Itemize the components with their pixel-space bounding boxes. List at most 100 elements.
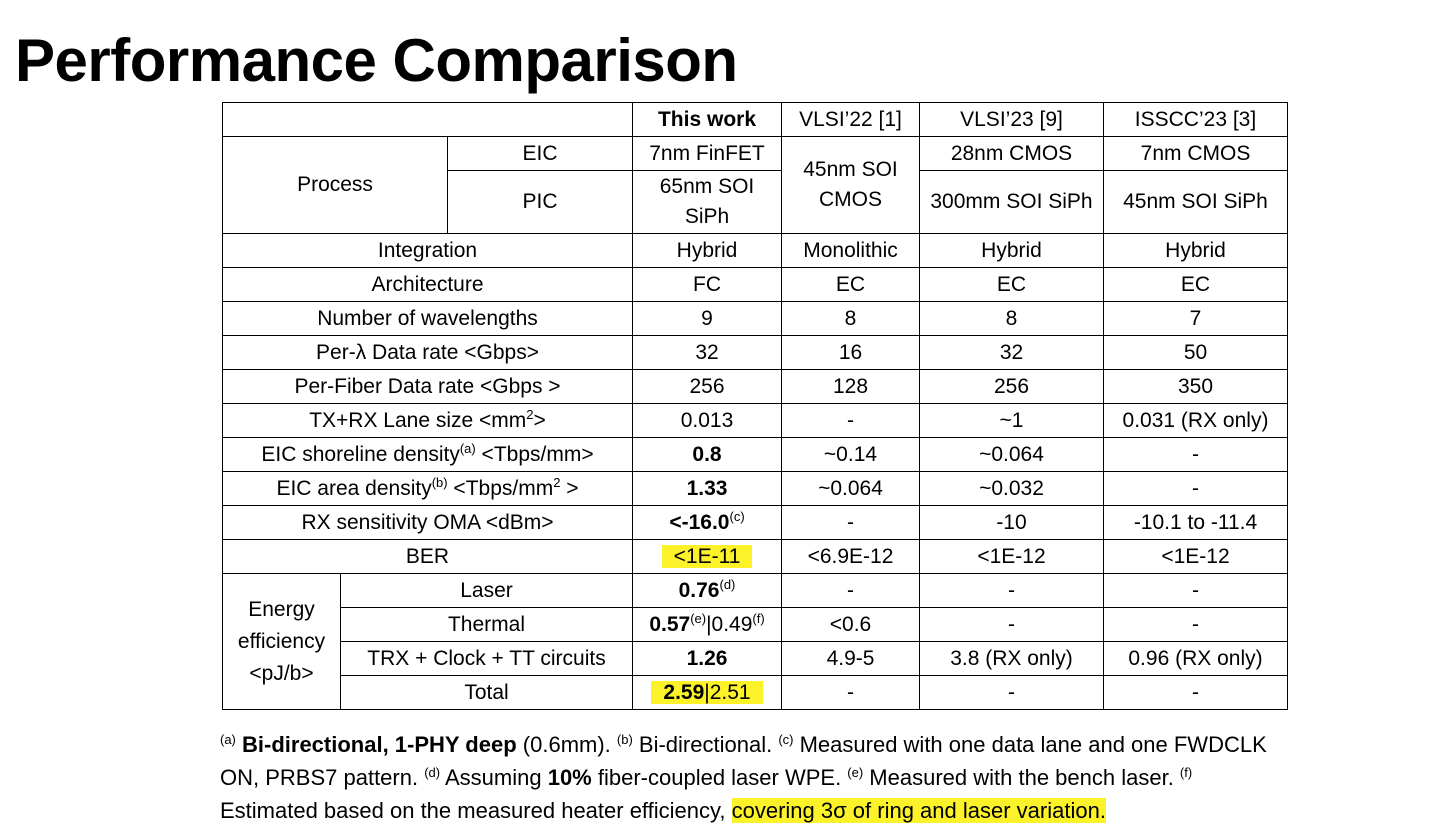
value-cell: <0.6 bbox=[781, 607, 920, 642]
value-cell: 16 bbox=[781, 335, 920, 370]
slide-title: Performance Comparison bbox=[15, 27, 738, 94]
text: ISSCC’23 [3] bbox=[1134, 107, 1257, 131]
text: 300mm SOI SiPh bbox=[930, 190, 1093, 213]
text: 4.9-5 bbox=[826, 646, 875, 670]
value-cell: 9 bbox=[632, 301, 782, 336]
text: <1E-12 bbox=[977, 544, 1046, 568]
text: RX sensitivity OMA <dBm> bbox=[301, 510, 554, 534]
text: - bbox=[1192, 442, 1199, 466]
value-cell: 50 bbox=[1103, 335, 1288, 370]
value-cell: 32 bbox=[919, 335, 1104, 370]
text: 65nm SOI SiPh bbox=[659, 175, 755, 228]
value-cell: 7nm CMOS bbox=[1103, 136, 1288, 171]
text: covering 3σ of ring and laser variation. bbox=[731, 798, 1106, 823]
text: (a) bbox=[459, 440, 476, 456]
table-row: RX sensitivity OMA <dBm> <-16.0(c) - -10 -10… bbox=[222, 505, 1288, 540]
value-cell: 0.96 (RX only) bbox=[1103, 641, 1288, 676]
value-cell: -10.1 to -11.4 bbox=[1103, 505, 1288, 540]
text: (b) bbox=[616, 732, 633, 747]
text: 0.013 bbox=[680, 408, 734, 432]
text: Monolithic bbox=[803, 238, 898, 262]
table-row: Per-Fiber Data rate <Gbps > 256 128 256 350 bbox=[222, 369, 1288, 404]
text: (0.6mm). bbox=[516, 732, 617, 757]
row-label: EIC area density(b) <Tbps/mm2 > bbox=[222, 471, 633, 506]
text: fiber-coupled laser WPE. bbox=[591, 765, 848, 790]
text: Total bbox=[464, 680, 509, 704]
text: VLSI’22 [1] bbox=[799, 107, 902, 131]
value-cell: - bbox=[1103, 607, 1288, 642]
value-cell: 32 bbox=[632, 335, 782, 370]
table-row: Per-λ Data rate <Gbps> 32 16 32 50 bbox=[222, 335, 1288, 370]
text: (f) bbox=[1179, 765, 1193, 780]
row-label: Thermal bbox=[340, 607, 633, 642]
text: ~0.032 bbox=[979, 476, 1044, 500]
text: Assuming bbox=[440, 765, 548, 790]
value-cell: <-16.0(c) bbox=[632, 505, 782, 540]
text: 7nm FinFET bbox=[649, 141, 765, 165]
text: <6.9E-12 bbox=[807, 544, 894, 568]
text: (b) bbox=[431, 474, 448, 490]
value-cell: 8 bbox=[781, 301, 920, 336]
table-row: TX+RX Lane size <mm2> 0.013- ~1 0.031 (RX o… bbox=[222, 403, 1288, 438]
group-label: Energy efficiency <pJ/b> bbox=[222, 573, 341, 710]
text: <Tbps/mm> bbox=[475, 442, 594, 466]
text: Bi-directional. bbox=[632, 732, 779, 757]
column-header: ISSCC’23 [3] bbox=[1103, 102, 1288, 137]
corner-cell bbox=[222, 102, 633, 137]
text: 2.59 bbox=[663, 680, 705, 704]
text: 8 bbox=[844, 306, 857, 330]
value-cell: 1.26 bbox=[632, 641, 782, 676]
text: Measured with the bench laser. bbox=[863, 765, 1180, 790]
text: 8 bbox=[1005, 306, 1018, 330]
table-row: Number of wavelengths 9 8 8 7 bbox=[222, 301, 1288, 336]
value-cell: 45nm SOI SiPh bbox=[1103, 170, 1288, 234]
table-row: Architecture FC EC EC EC bbox=[222, 267, 1288, 302]
header-row: This work VLSI’22 [1] VLSI’23 [9] ISSCC’23 … bbox=[222, 102, 1288, 137]
text: VLSI’23 [9] bbox=[960, 107, 1063, 131]
text: (d) bbox=[424, 765, 441, 780]
value-cell: Hybrid bbox=[632, 233, 782, 268]
text: - bbox=[1008, 680, 1015, 704]
text: <-16.0 bbox=[669, 510, 730, 534]
value-cell: 256 bbox=[919, 369, 1104, 404]
value-cell: 300mm SOI SiPh bbox=[919, 170, 1104, 234]
value-cell: 28nm CMOS bbox=[919, 136, 1104, 171]
text: PIC bbox=[522, 190, 558, 213]
table-row: Energy efficiency <pJ/b> Laser 0.76(d) - - - bbox=[222, 573, 1288, 710]
text: - bbox=[1192, 476, 1199, 500]
row-label: Number of wavelengths bbox=[222, 301, 633, 336]
text: TRX + Clock + TT circuits bbox=[367, 646, 606, 670]
value-cell: ~0.064 bbox=[781, 471, 920, 506]
value-cell: 8 bbox=[919, 301, 1104, 336]
text: 10% bbox=[547, 765, 592, 790]
value-cell: 0.57(e)|0.49(f) bbox=[632, 607, 782, 642]
text: Energy efficiency <pJ/b> bbox=[237, 597, 326, 685]
text: 128 bbox=[832, 374, 869, 398]
value-cell: ~0.064 bbox=[919, 437, 1104, 472]
column-header: This work bbox=[632, 102, 782, 137]
value-cell: 3.8 (RX only) bbox=[919, 641, 1104, 676]
value-cell: - bbox=[1103, 471, 1288, 506]
text: Measured with one data lane and one FWDC… bbox=[220, 732, 1267, 790]
value-cell: FC bbox=[632, 267, 782, 302]
value-cell: 0.031 (RX only) bbox=[1103, 403, 1288, 438]
value-cell: <1E-12 bbox=[1103, 539, 1288, 574]
text: -10.1 to -11.4 bbox=[1133, 510, 1258, 534]
text: 50 bbox=[1183, 340, 1208, 364]
text: EIC area density bbox=[276, 476, 432, 500]
text: 350 bbox=[1177, 374, 1214, 398]
value-cell: - bbox=[919, 573, 1104, 608]
text: ~1 bbox=[999, 408, 1024, 432]
value-cell: <1E-12 bbox=[919, 539, 1104, 574]
text: - bbox=[1192, 578, 1199, 602]
text: - bbox=[847, 510, 854, 534]
text: 256 bbox=[689, 374, 725, 398]
row-label: TRX + Clock + TT circuits bbox=[340, 641, 633, 676]
row-label: EIC bbox=[447, 136, 633, 171]
text: Laser bbox=[460, 578, 513, 602]
text: Number of wavelengths bbox=[317, 306, 538, 330]
text: (e) bbox=[690, 610, 707, 626]
column-header: VLSI’23 [9] bbox=[919, 102, 1104, 137]
value-cell: - bbox=[1103, 675, 1288, 710]
text: <1E-12 bbox=[1161, 544, 1230, 568]
